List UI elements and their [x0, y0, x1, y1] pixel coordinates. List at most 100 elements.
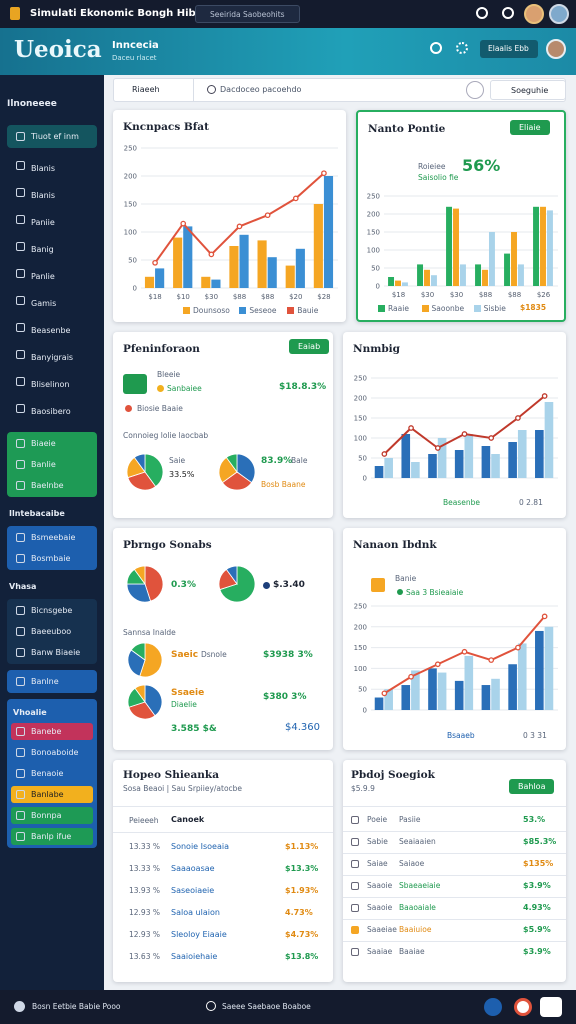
checkbox[interactable] — [351, 816, 359, 824]
nav-item[interactable]: Gamis — [11, 292, 93, 315]
nav-item[interactable]: Paniie — [11, 211, 93, 234]
bar — [475, 264, 482, 286]
bar — [374, 466, 384, 478]
checkbox[interactable] — [351, 838, 359, 846]
nav-item[interactable]: Banig — [11, 238, 93, 261]
checkbox[interactable] — [351, 882, 359, 890]
bar — [482, 269, 488, 286]
divider — [113, 806, 333, 807]
avatar[interactable] — [524, 4, 544, 24]
nav-item[interactable]: Banlie — [11, 456, 93, 473]
row-value: $3938 3% — [263, 650, 313, 660]
nav-item[interactable]: Banlp ifue — [11, 828, 93, 845]
filter-button[interactable] — [466, 81, 484, 99]
line-point — [408, 425, 414, 431]
dot — [397, 589, 403, 595]
sidebar-group: Bicnsgebe Baeeuboo Banw Biaeie — [7, 599, 97, 664]
nav-item[interactable]: Tiuot ef inm — [11, 128, 93, 145]
pie-slice — [127, 471, 157, 491]
nav-item[interactable]: Beasenbe — [11, 319, 93, 342]
nav-item[interactable]: Bonoaboide — [11, 744, 93, 761]
nav-item[interactable]: Bosmbaie — [11, 550, 93, 567]
card-button[interactable]: Eliaie — [510, 120, 550, 135]
nav-item[interactable]: Blanis — [11, 157, 93, 180]
nav-item[interactable]: Banebe — [11, 723, 93, 740]
nav-item[interactable]: Bicnsgebe — [11, 602, 93, 619]
chat-button[interactable] — [484, 998, 502, 1016]
settings-icon[interactable] — [456, 42, 468, 54]
header-button[interactable]: Elaalis Ebb — [480, 40, 538, 58]
card-button[interactable]: Bahloa — [509, 779, 555, 794]
nav-item[interactable]: Banlabe — [11, 786, 93, 803]
row-label: Saeic — [171, 650, 199, 660]
x-tick-label: $18 — [148, 293, 161, 301]
checkbox[interactable] — [351, 948, 359, 956]
nav-item[interactable]: Blanis — [11, 184, 93, 207]
column-header: Canoek — [171, 815, 205, 824]
x-tick-label: $10 — [177, 293, 190, 301]
workspace-dropdown[interactable]: Seeirida Saobeohits — [195, 5, 300, 23]
sidebar-heading: Vhasa — [9, 582, 37, 591]
nav-item[interactable]: Benaoie — [11, 765, 93, 782]
nav-item[interactable]: Bonnpa — [11, 807, 93, 824]
search-text[interactable]: Saeee Saebaoe Boaboe — [222, 1002, 311, 1011]
line-point — [461, 648, 468, 655]
nav-item[interactable]: Banw Biaeie — [11, 644, 93, 661]
settings-icon[interactable] — [502, 7, 514, 19]
row-name: Saiaoe — [399, 859, 425, 868]
kpi-sub: Saisolio fie — [418, 173, 459, 182]
nav-item[interactable]: Baosibero — [11, 400, 93, 423]
cell-date: 12.93 % — [129, 908, 160, 917]
checkbox[interactable] — [351, 904, 359, 912]
row-label: Biosie Baaie — [137, 404, 183, 413]
nav-item[interactable]: Bliselinon — [11, 373, 93, 396]
nav-item[interactable]: Baeeuboo — [11, 623, 93, 640]
row-label: Ssaeie — [171, 688, 205, 698]
footer-value: 0 2.81 — [519, 498, 543, 507]
nav-item[interactable]: Banyigrais — [11, 346, 93, 369]
nav-item[interactable]: Panlie — [11, 265, 93, 288]
search-input[interactable]: Dacdoceo pacoehdo — [220, 85, 302, 94]
divider — [343, 875, 566, 876]
logo[interactable]: Ueoica — [14, 36, 102, 63]
y-tick-label: 100 — [354, 665, 367, 673]
pie-chart — [126, 453, 164, 491]
cell-name: Saloa ulaion — [171, 908, 220, 917]
bar — [544, 402, 554, 478]
legend-swatch — [287, 307, 295, 314]
card-button[interactable]: Eaiab — [289, 339, 330, 354]
x-tick-label: $30 — [205, 293, 218, 301]
bar — [424, 269, 430, 286]
checkbox[interactable] — [351, 860, 359, 868]
pie-slice — [126, 583, 152, 603]
bar — [437, 672, 447, 710]
toolbar: Riaeeh Dacdoceo pacoehdo Soeguhie — [113, 78, 566, 102]
y-tick-label: 150 — [354, 644, 367, 652]
nav-item[interactable]: Banlne — [11, 673, 93, 690]
nav-item[interactable]: Biaeie — [11, 435, 93, 452]
bar — [395, 280, 401, 286]
menu-button[interactable] — [540, 997, 562, 1017]
avatar[interactable] — [549, 4, 569, 24]
row-value: 3.585 $& — [171, 724, 217, 734]
main-content: Riaeeh Dacdoceo pacoehdo Soeguhie Kncnpa… — [104, 75, 576, 990]
select[interactable]: Soeguhie — [490, 80, 566, 100]
nav-item[interactable]: Baelnbe — [11, 477, 93, 494]
cell-name: Saaaoasae — [171, 864, 215, 873]
sidebar-group: Banlne — [7, 670, 97, 693]
pie-slice — [236, 453, 256, 484]
pie-label: Bale — [291, 456, 308, 465]
search-icon[interactable] — [476, 7, 488, 19]
search-icon[interactable] — [430, 42, 442, 54]
bar — [464, 434, 474, 478]
avatar[interactable] — [546, 39, 566, 59]
pie-slice — [127, 649, 146, 677]
pie-slice — [130, 642, 146, 661]
nav-item[interactable]: Bsmeebaie — [11, 529, 93, 546]
tab[interactable]: Riaeeh — [114, 79, 194, 101]
bar — [388, 277, 395, 286]
notification-button[interactable] — [514, 998, 532, 1016]
checkbox[interactable] — [351, 926, 359, 934]
row-sub: Sanbaiee — [167, 384, 202, 393]
card-title: Nanaon Ibdnk — [353, 539, 437, 551]
